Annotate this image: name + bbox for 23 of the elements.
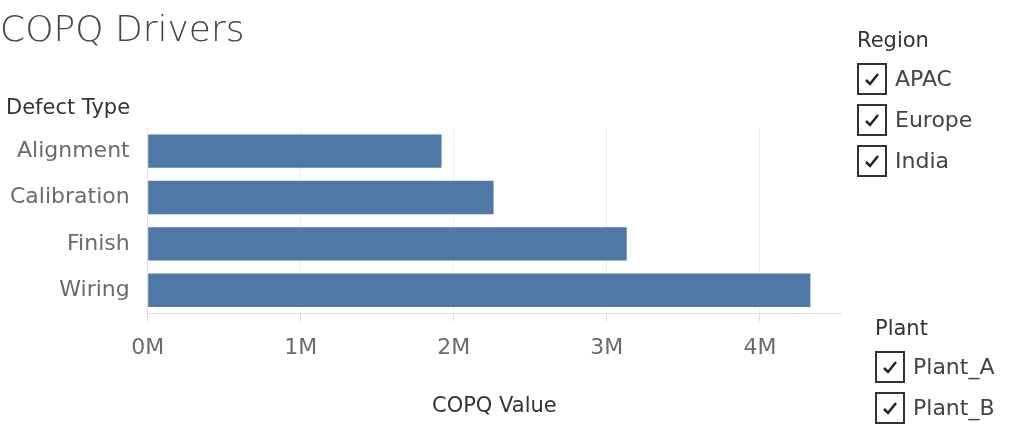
x-tick-label: 4M <box>743 334 777 360</box>
chart-title: COPQ Drivers <box>0 8 245 49</box>
text: Region <box>857 28 930 52</box>
text: APAC <box>895 66 952 91</box>
text: India <box>895 148 949 173</box>
text: Plant <box>875 316 929 340</box>
bar <box>148 227 627 261</box>
x-axis-title: COPQ Value <box>431 392 557 417</box>
text: Europe <box>895 107 973 132</box>
x-tick-label: 3M <box>590 334 624 360</box>
bar <box>148 180 494 215</box>
y-tick-label: Finish <box>67 229 130 255</box>
x-tick-label: 0M <box>131 334 165 360</box>
x-tick-label: 1M <box>284 334 318 360</box>
text: Plant_A <box>913 354 995 379</box>
x-tick-label: 2M <box>437 334 471 360</box>
y-tick-label: Wiring <box>59 275 130 301</box>
y-axis-title: Defect Type <box>6 95 131 119</box>
bar <box>148 273 811 307</box>
y-tick-label: Calibration <box>10 183 130 209</box>
y-tick-label: Alignment <box>16 136 131 162</box>
bar <box>148 134 442 168</box>
text: Plant_B <box>913 395 995 420</box>
